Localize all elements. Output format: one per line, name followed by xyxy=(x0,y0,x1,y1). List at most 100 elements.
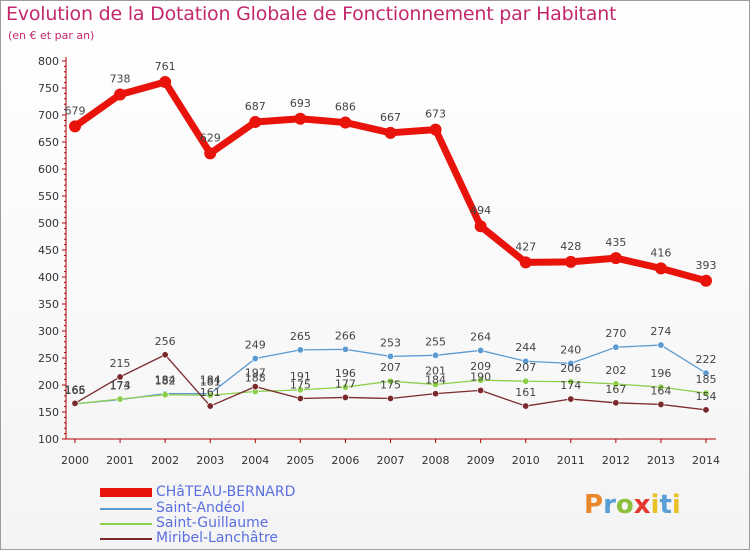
data-label: 184 xyxy=(155,374,176,387)
legend-item-saint-guillaume: Saint-Guillaume xyxy=(100,515,360,532)
data-point xyxy=(612,380,620,388)
data-label: 274 xyxy=(650,325,671,338)
data-point xyxy=(341,393,349,401)
data-label: 207 xyxy=(380,361,401,374)
legend-swatch xyxy=(100,508,152,510)
x-tick-label: 2013 xyxy=(647,454,675,467)
data-point xyxy=(339,116,352,129)
data-point xyxy=(294,112,307,125)
data-point xyxy=(477,386,485,394)
data-point xyxy=(700,274,712,287)
series-miribel-lanch-tre xyxy=(71,351,710,414)
data-label: 244 xyxy=(515,341,536,354)
data-label: 667 xyxy=(380,111,401,124)
data-label: 266 xyxy=(335,329,356,342)
x-tick-label: 2002 xyxy=(151,454,179,467)
chart-title: Evolution de la Dotation Globale de Fonc… xyxy=(6,3,617,25)
data-point xyxy=(522,402,530,410)
data-point xyxy=(341,383,349,391)
data-label: 181 xyxy=(200,375,221,388)
data-point xyxy=(251,383,259,391)
data-label: 202 xyxy=(605,364,626,377)
data-label: 761 xyxy=(155,60,176,73)
x-tick-label: 2009 xyxy=(467,454,495,467)
data-label: 264 xyxy=(470,330,491,343)
data-label: 255 xyxy=(425,335,446,348)
data-label: 154 xyxy=(696,390,717,403)
data-point xyxy=(116,373,124,381)
data-label: 197 xyxy=(245,367,266,380)
x-tick-label: 2001 xyxy=(106,454,134,467)
legend-swatch xyxy=(100,488,152,497)
data-label: 188 xyxy=(245,371,266,384)
data-label: 175 xyxy=(290,379,311,392)
data-point xyxy=(429,123,442,136)
y-tick-label: 550 xyxy=(38,190,59,203)
y-tick-label: 350 xyxy=(38,298,59,311)
proxiti-logo: Proxiti xyxy=(584,490,681,520)
legend-swatch xyxy=(100,523,152,525)
data-point xyxy=(702,406,710,414)
data-label: 182 xyxy=(155,375,176,388)
data-label: 165 xyxy=(65,384,86,397)
x-tick-label: 2006 xyxy=(331,454,359,467)
data-label: 427 xyxy=(515,240,536,253)
x-tick-label: 2011 xyxy=(557,454,585,467)
data-label: 679 xyxy=(65,104,86,117)
data-point xyxy=(71,399,79,407)
legend-item-miribel-lanchatre: Miribel-Lanchâtre xyxy=(100,530,360,547)
data-label: 196 xyxy=(650,367,671,380)
data-label: 184 xyxy=(200,374,221,387)
data-label: 494 xyxy=(470,204,491,217)
x-tick-label: 2003 xyxy=(196,454,224,467)
data-point xyxy=(522,377,530,385)
y-tick-label: 450 xyxy=(38,244,59,257)
data-point xyxy=(249,116,262,129)
data-label: 428 xyxy=(560,240,581,253)
data-label: 177 xyxy=(335,377,356,390)
data-point xyxy=(386,352,394,360)
y-tick-label: 250 xyxy=(38,352,59,365)
data-label: 393 xyxy=(696,259,717,272)
data-label: 215 xyxy=(110,357,131,370)
data-point xyxy=(296,394,304,402)
data-point xyxy=(206,402,214,410)
legend-item-chateau-bernard: CHâTEAU-BERNARD xyxy=(100,484,360,501)
data-label: 161 xyxy=(200,386,221,399)
data-point xyxy=(567,395,575,403)
data-point xyxy=(432,380,440,388)
data-point xyxy=(657,383,665,391)
legend-label: Miribel-Lanchâtre xyxy=(156,530,279,546)
data-point xyxy=(657,400,665,408)
legend-label: CHâTEAU-BERNARD xyxy=(156,484,296,500)
data-label: 416 xyxy=(650,246,671,259)
data-point xyxy=(654,262,667,275)
data-point xyxy=(296,386,304,394)
data-point xyxy=(161,351,169,359)
data-point xyxy=(567,378,575,386)
series-ch-teau-bernard xyxy=(69,76,712,287)
data-label: 629 xyxy=(200,131,221,144)
x-tick-label: 2007 xyxy=(377,454,405,467)
data-label: 164 xyxy=(650,384,671,397)
data-point xyxy=(204,147,217,160)
y-tick-label: 700 xyxy=(38,109,59,122)
data-point xyxy=(114,88,127,101)
y-tick-label: 650 xyxy=(38,136,59,149)
legend-item-saint-andeol: Saint-Andéol xyxy=(100,500,360,517)
data-label: 190 xyxy=(470,370,491,383)
data-label: 201 xyxy=(425,364,446,377)
data-point xyxy=(296,346,304,354)
y-tick-label: 750 xyxy=(38,82,59,95)
data-point xyxy=(386,394,394,402)
data-label: 222 xyxy=(696,353,717,366)
data-label: 738 xyxy=(110,72,131,85)
x-tick-label: 2012 xyxy=(602,454,630,467)
data-label: 167 xyxy=(605,383,626,396)
data-label: 207 xyxy=(515,361,536,374)
x-tick-label: 2004 xyxy=(241,454,269,467)
data-point xyxy=(69,120,81,133)
data-point xyxy=(386,377,394,385)
data-label: 687 xyxy=(245,100,266,113)
